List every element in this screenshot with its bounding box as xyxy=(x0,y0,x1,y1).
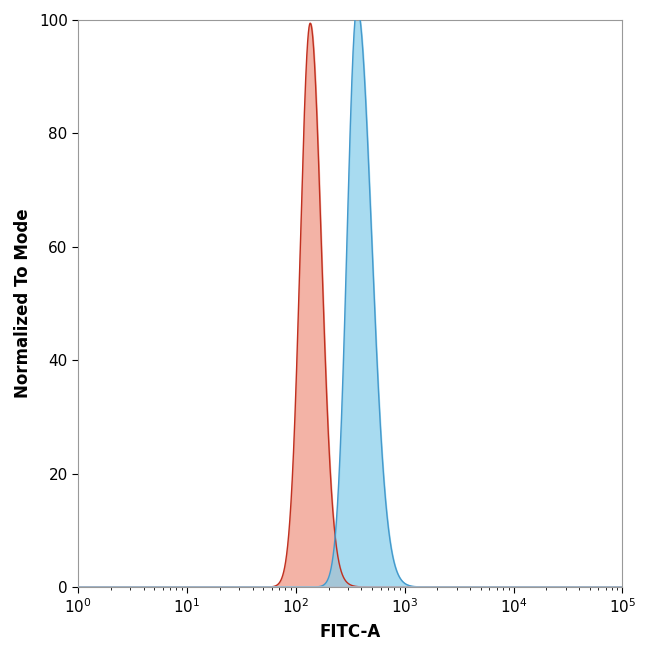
X-axis label: FITC-A: FITC-A xyxy=(320,623,381,641)
Y-axis label: Normalized To Mode: Normalized To Mode xyxy=(14,209,32,398)
